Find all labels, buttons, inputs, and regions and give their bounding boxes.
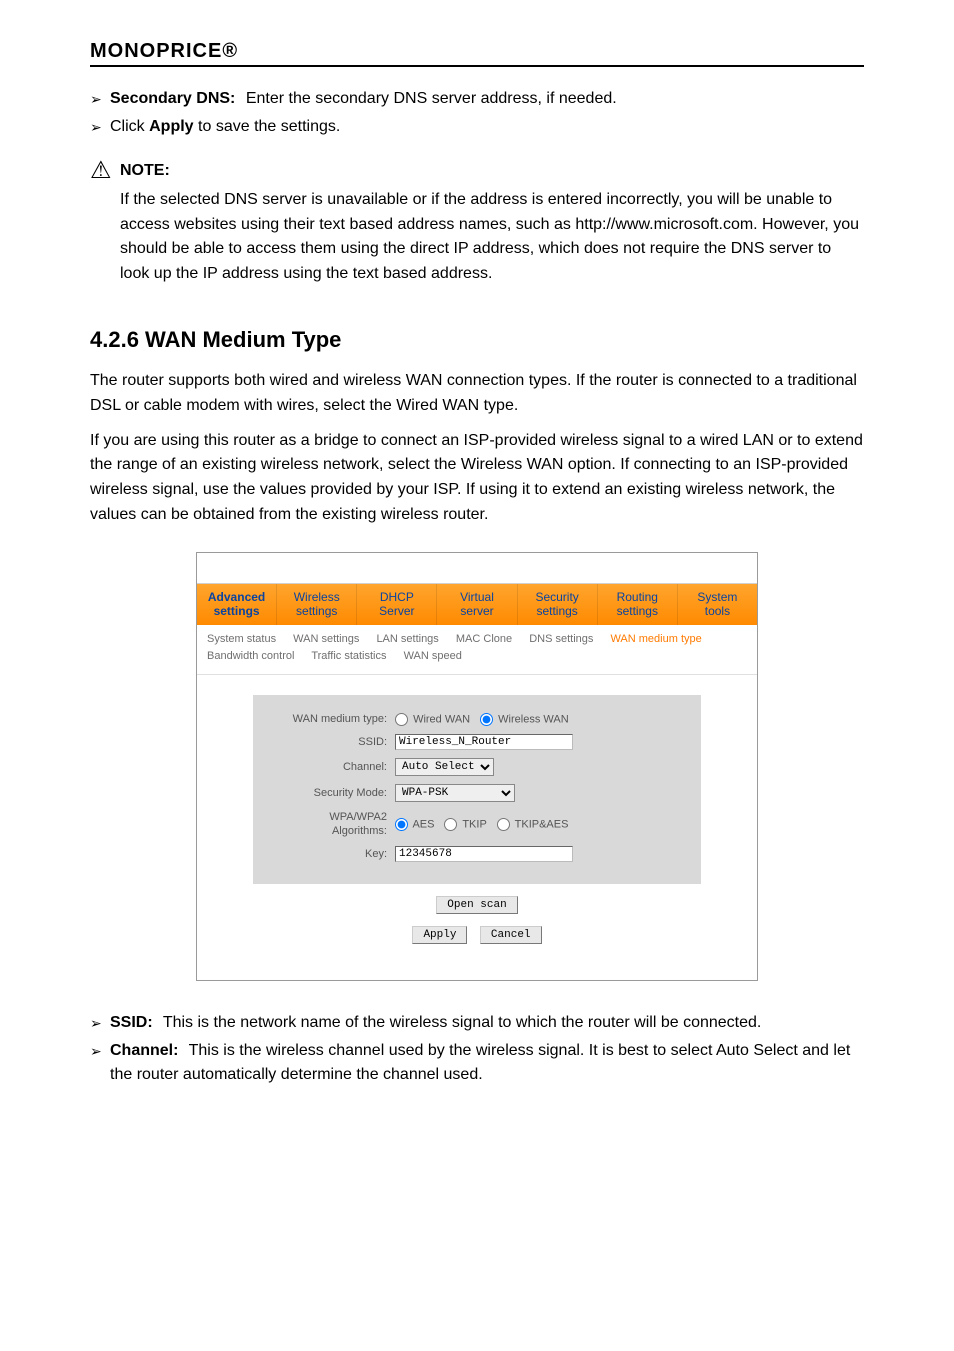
warning-icon: ⚠: [90, 159, 120, 183]
subnav-mac-clone[interactable]: MAC Clone: [456, 633, 512, 645]
radio-tkip-aes[interactable]: TKIP&AES: [497, 818, 569, 831]
bullet-ssid: ➢ SSID: This is the network name of the …: [90, 1011, 864, 1035]
bullet-apply: ➢ Click Apply to save the settings.: [90, 115, 864, 139]
row-ssid: SSID:: [267, 734, 687, 750]
row-algorithms: WPA/WPA2 Algorithms: AES TKIP: [267, 810, 687, 839]
bullet-secondary-dns: ➢ Secondary DNS: Enter the secondary DNS…: [90, 87, 864, 111]
open-scan-button[interactable]: Open scan: [436, 896, 517, 914]
row-key: Key:: [267, 846, 687, 862]
cancel-button[interactable]: Cancel: [480, 926, 542, 944]
note-block: ⚠ NOTE: If the selected DNS server is un…: [90, 159, 864, 287]
logo-header: MONOPRICE®: [90, 40, 864, 67]
section-heading: 4.2.6 WAN Medium Type: [90, 327, 864, 353]
subnav-wan-speed[interactable]: WAN speed: [404, 650, 462, 662]
bullet-label: SSID:: [110, 1014, 153, 1031]
radio-wired-wan-input[interactable]: [395, 713, 408, 726]
label-ssid: SSID:: [267, 736, 395, 748]
label-security: Security Mode:: [267, 787, 395, 799]
bullet-label: Channel:: [110, 1042, 178, 1059]
label-algorithms: WPA/WPA2 Algorithms:: [267, 810, 395, 839]
tab-advanced-settings[interactable]: Advancedsettings: [197, 584, 277, 625]
note-body: If the selected DNS server is unavailabl…: [120, 188, 864, 287]
row-security: Security Mode: WPA-PSK: [267, 784, 687, 802]
radio-wired-wan[interactable]: Wired WAN: [395, 713, 470, 726]
bullet-text: Enter the secondary DNS server address, …: [246, 90, 617, 107]
radio-tkip[interactable]: TKIP: [444, 818, 486, 831]
arrow-icon: ➢: [90, 1039, 110, 1062]
bullet-text: This is the network name of the wireless…: [163, 1014, 762, 1031]
radio-aes[interactable]: AES: [395, 818, 434, 831]
tab-routing-settings[interactable]: Routingsettings: [598, 584, 678, 625]
bullet-text-prefix: Click: [110, 118, 145, 135]
tab-wireless-settings[interactable]: Wirelesssettings: [277, 584, 357, 625]
tab-dhcp-server[interactable]: DHCPServer: [357, 584, 437, 625]
tab-virtual-server[interactable]: Virtualserver: [437, 584, 517, 625]
body-paragraph-2: If you are using this router as a bridge…: [90, 429, 864, 528]
label-wan-medium: WAN medium type:: [267, 713, 395, 725]
key-input[interactable]: [395, 846, 573, 862]
radio-tkip-aes-input[interactable]: [497, 818, 510, 831]
subnav-dns-settings[interactable]: DNS settings: [529, 633, 593, 645]
subnav-wan-settings[interactable]: WAN settings: [293, 633, 359, 645]
subnav-system-status[interactable]: System status: [207, 633, 276, 645]
button-area: Open scan Apply Cancel: [197, 884, 757, 962]
bullet-text-suffix: to save the settings.: [198, 118, 340, 135]
apply-button[interactable]: Apply: [412, 926, 467, 944]
subnav-bandwidth-control[interactable]: Bandwidth control: [207, 650, 294, 662]
ssid-input[interactable]: [395, 734, 573, 750]
radio-aes-input[interactable]: [395, 818, 408, 831]
label-key: Key:: [267, 848, 395, 860]
form-inner: WAN medium type: Wired WAN Wireless WAN: [253, 695, 701, 885]
channel-select[interactable]: Auto Select: [395, 758, 494, 776]
bullet-label: Secondary DNS:: [110, 90, 235, 107]
row-wan-medium: WAN medium type: Wired WAN Wireless WAN: [267, 713, 687, 726]
body-paragraph-1: The router supports both wired and wirel…: [90, 369, 864, 419]
main-tabs: Advancedsettings Wirelesssettings DHCPSe…: [197, 584, 757, 625]
radio-tkip-input[interactable]: [444, 818, 457, 831]
subnav-traffic-statistics[interactable]: Traffic statistics: [311, 650, 386, 662]
subnav-wan-medium-type[interactable]: WAN medium type: [610, 633, 701, 645]
security-select[interactable]: WPA-PSK: [395, 784, 515, 802]
arrow-icon: ➢: [90, 115, 110, 138]
note-title: NOTE:: [120, 159, 864, 184]
arrow-icon: ➢: [90, 1011, 110, 1034]
form-area: WAN medium type: Wired WAN Wireless WAN: [197, 675, 757, 981]
subnav-lan-settings[interactable]: LAN settings: [376, 633, 438, 645]
tab-system-tools[interactable]: Systemtools: [678, 584, 757, 625]
radio-wireless-wan[interactable]: Wireless WAN: [480, 713, 569, 726]
arrow-icon: ➢: [90, 87, 110, 110]
screenshot-topbar: [197, 553, 757, 584]
brand-logo: MONOPRICE®: [90, 40, 238, 62]
bullet-text: This is the wireless channel used by the…: [110, 1042, 850, 1083]
bullet-channel: ➢ Channel: This is the wireless channel …: [90, 1039, 864, 1087]
sub-nav: System status WAN settings LAN settings …: [197, 625, 757, 675]
radio-wireless-wan-input[interactable]: [480, 713, 493, 726]
tab-security-settings[interactable]: Securitysettings: [518, 584, 598, 625]
bullet-action: Apply: [149, 118, 193, 135]
label-channel: Channel:: [267, 761, 395, 773]
router-screenshot: Advancedsettings Wirelesssettings DHCPSe…: [196, 552, 758, 982]
row-channel: Channel: Auto Select: [267, 758, 687, 776]
